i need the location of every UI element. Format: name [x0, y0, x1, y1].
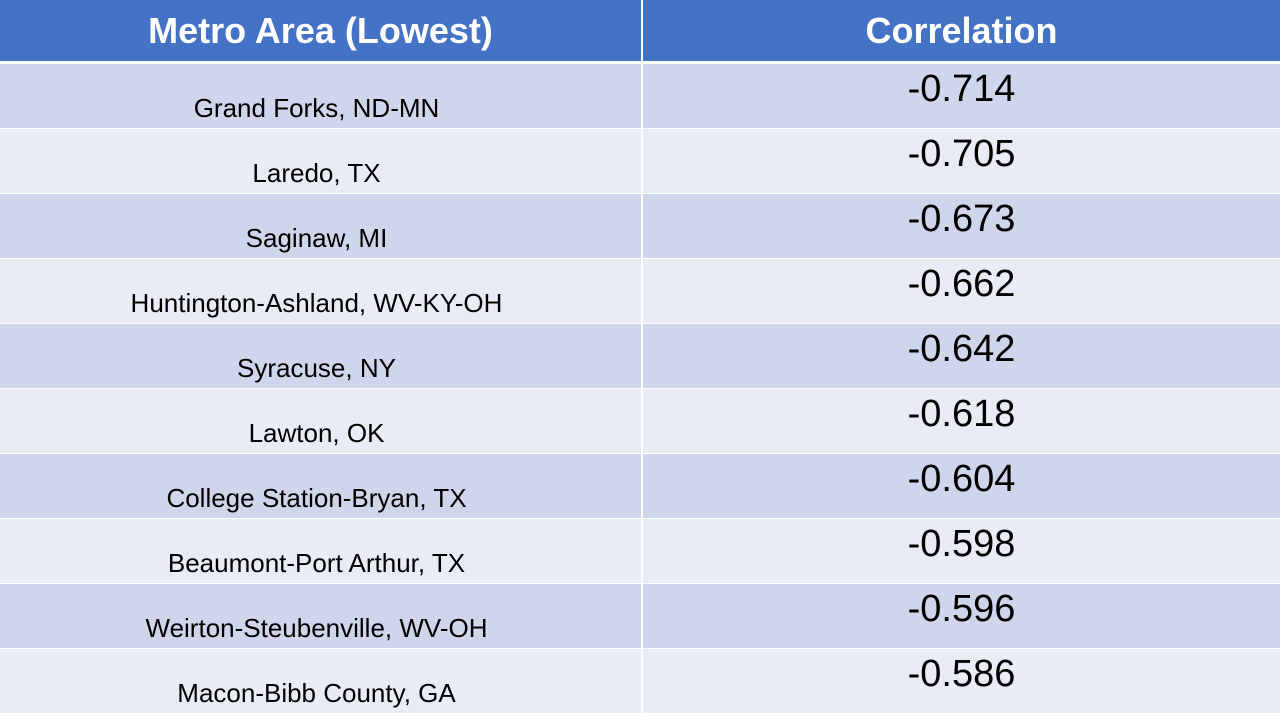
correlation-cell: -0.714 — [907, 67, 1016, 110]
metro-area-cell: Laredo, TX — [0, 129, 643, 193]
correlation-cell: -0.596 — [907, 587, 1016, 630]
correlation-cell: -0.642 — [907, 327, 1016, 370]
table-row: Lawton, OK -0.618 — [0, 389, 1280, 454]
metro-area-cell: College Station-Bryan, TX — [0, 454, 643, 518]
metro-area-cell: Syracuse, NY — [0, 324, 643, 388]
correlation-cell: -0.705 — [907, 132, 1016, 175]
metro-area-cell: Weirton-Steubenville, WV-OH — [0, 584, 643, 648]
table-row: Macon-Bibb County, GA -0.586 — [0, 649, 1280, 714]
metro-area-cell: Huntington-Ashland, WV-KY-OH — [0, 259, 643, 323]
table-row: Huntington-Ashland, WV-KY-OH -0.662 — [0, 259, 1280, 324]
metro-area-cell: Saginaw, MI — [0, 194, 643, 258]
correlation-cell: -0.598 — [907, 522, 1016, 565]
header-correlation: Correlation — [865, 9, 1058, 51]
correlation-cell: -0.604 — [907, 457, 1016, 500]
metro-area-cell: Macon-Bibb County, GA — [0, 649, 643, 713]
header-metro-area: Metro Area (Lowest) — [0, 0, 643, 61]
correlation-cell: -0.673 — [907, 197, 1016, 240]
metro-area-cell: Beaumont-Port Arthur, TX — [0, 519, 643, 583]
table-row: Laredo, TX -0.705 — [0, 129, 1280, 194]
metro-area-cell: Lawton, OK — [0, 389, 643, 453]
table-row: Grand Forks, ND-MN -0.714 — [0, 64, 1280, 129]
table-row: College Station-Bryan, TX -0.604 — [0, 454, 1280, 519]
table-body: Grand Forks, ND-MN -0.714 Laredo, TX -0.705… — [0, 64, 1280, 714]
correlation-cell: -0.662 — [907, 262, 1016, 305]
metro-area-cell: Grand Forks, ND-MN — [0, 64, 643, 128]
table-row: Saginaw, MI -0.673 — [0, 194, 1280, 259]
table-row: Beaumont-Port Arthur, TX -0.598 — [0, 519, 1280, 584]
table-row: Syracuse, NY -0.642 — [0, 324, 1280, 389]
table-header: Metro Area (Lowest) Correlation — [0, 0, 1280, 64]
table-row: Weirton-Steubenville, WV-OH -0.596 — [0, 584, 1280, 649]
correlation-cell: -0.586 — [907, 652, 1016, 695]
correlation-cell: -0.618 — [907, 392, 1016, 435]
